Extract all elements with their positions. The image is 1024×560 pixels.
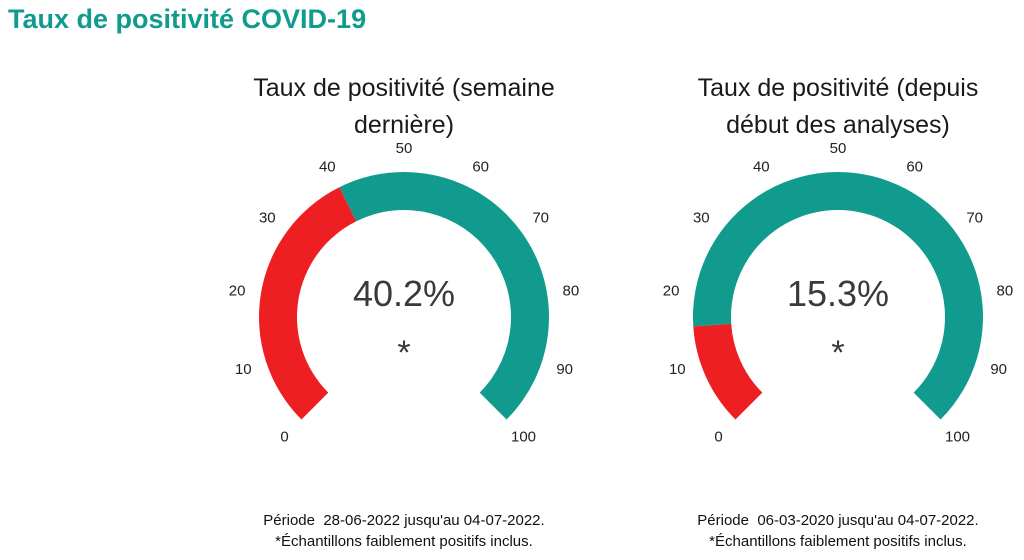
tick-label: 70 — [532, 210, 549, 227]
tick-label: 40 — [319, 158, 336, 175]
gauge-panel-weekly: 0 10 20 30 40 50 60 70 80 90 100 40.2% * Taux de pos… — [224, 64, 584, 554]
tick-label: 100 — [511, 429, 536, 446]
period-prefix: Période — [263, 512, 315, 529]
gauge-title-line1: Taux de positivité (semaine — [253, 74, 555, 102]
gauge-fill-value — [693, 323, 763, 420]
gauge-asterisk: * — [831, 334, 844, 372]
tick-label: 90 — [556, 361, 573, 378]
gauge-chart-weekly: 0 10 20 30 40 50 60 70 80 90 100 40.2% * — [229, 140, 580, 446]
gauge-title-line2: dernière) — [353, 111, 455, 139]
period-text: Période 28-06-2022 jusqu'au 04-07-2022. — [224, 512, 584, 529]
tick-label: 30 — [693, 210, 710, 227]
tick-label: 20 — [663, 283, 680, 300]
tick-label: 0 — [714, 429, 722, 446]
tick-label: 50 — [396, 140, 413, 157]
tick-label: 40 — [753, 158, 770, 175]
gauge-chart-cumulative: 0 10 20 30 40 50 60 70 80 90 100 15.3% * — [663, 140, 1014, 446]
footnote: *Échantillons faiblement positifs inclus… — [709, 533, 967, 550]
tick-label: 10 — [235, 361, 252, 378]
gauge-fill-remainder — [692, 171, 983, 420]
gauge-title: Taux de positivité (semaine dernière) — [224, 70, 584, 144]
tick-label: 60 — [906, 158, 923, 175]
period-range: 06-03-2020 jusqu'au 04-07-2022. — [757, 512, 979, 529]
gauge-asterisk: * — [397, 334, 410, 372]
footnote: *Échantillons faiblement positifs inclus… — [275, 533, 533, 550]
gauge-panel-cumulative: 0 10 20 30 40 50 60 70 80 90 100 15.3% * Taux de pos… — [658, 64, 1018, 554]
tick-label: 70 — [966, 210, 983, 227]
tick-label: 100 — [945, 429, 970, 446]
gauge-title-line2: début des analyses) — [726, 111, 950, 139]
tick-label: 80 — [997, 283, 1014, 300]
period-range: 28-06-2022 jusqu'au 04-07-2022. — [323, 512, 545, 529]
tick-label: 30 — [259, 210, 276, 227]
tick-label: 10 — [669, 361, 686, 378]
tick-label: 90 — [990, 361, 1007, 378]
gauge-value-label: 40.2% — [353, 273, 455, 314]
tick-label: 60 — [472, 158, 489, 175]
tick-label: 80 — [563, 283, 580, 300]
period-prefix: Période — [697, 512, 749, 529]
gauge-fill-remainder — [339, 172, 549, 420]
gauge-value-label: 15.3% — [787, 273, 889, 314]
gauge-fill-value — [259, 187, 357, 420]
gauge-title: Taux de positivité (depuis début des ana… — [658, 70, 1018, 144]
tick-label: 20 — [229, 283, 246, 300]
period-text: Période 06-03-2020 jusqu'au 04-07-2022. — [658, 512, 1018, 529]
tick-label: 0 — [280, 429, 288, 446]
tick-label: 50 — [830, 140, 847, 157]
gauge-title-line1: Taux de positivité (depuis — [697, 74, 979, 102]
page-title: Taux de positivité COVID-19 — [8, 4, 367, 34]
